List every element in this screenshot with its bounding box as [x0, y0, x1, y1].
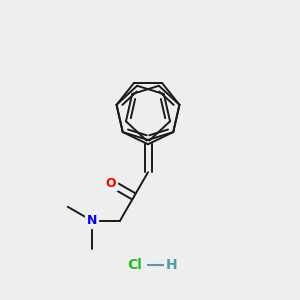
Text: H: H: [166, 258, 178, 272]
Text: Cl: Cl: [128, 258, 142, 272]
Text: O: O: [106, 177, 116, 190]
Text: N: N: [87, 214, 97, 227]
